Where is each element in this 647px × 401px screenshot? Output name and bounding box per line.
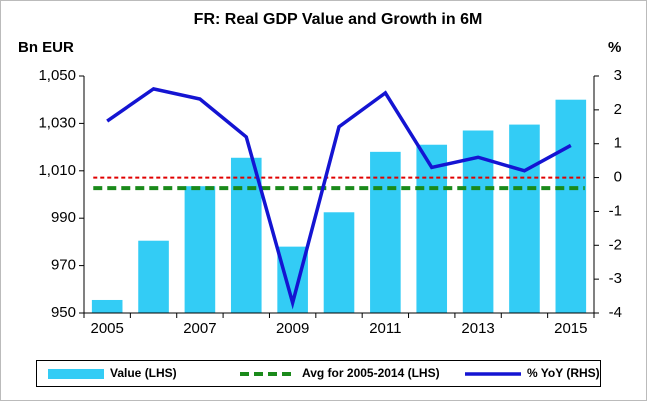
legend-swatch (48, 369, 104, 379)
y2-tick-label: -1 (609, 202, 622, 219)
legend-label: Avg for 2005-2014 (LHS) (302, 366, 440, 380)
bar (91, 299, 123, 313)
y-tick-label: 1,010 (38, 162, 76, 179)
bar (555, 99, 587, 313)
legend-label: Value (LHS) (110, 366, 177, 380)
y2-axis-label: % (608, 39, 621, 56)
y-tick-label: 1,050 (38, 67, 76, 84)
legend-label: % YoY (RHS) (527, 366, 600, 380)
bar (184, 186, 216, 313)
x-tick-label: 2007 (183, 320, 216, 337)
y-tick-label: 970 (51, 257, 76, 274)
y2-tick-label: 0 (614, 169, 622, 186)
y2-tick-label: -4 (609, 304, 622, 321)
y-tick-label: 990 (51, 209, 76, 226)
y2-tick-label: 3 (614, 67, 622, 84)
bar (138, 240, 169, 313)
chart-title: FR: Real GDP Value and Growth in 6M (194, 11, 483, 28)
x-tick-label: 2015 (554, 320, 587, 337)
bar (323, 212, 355, 313)
bar (230, 157, 262, 313)
y2-tick-label: 1 (614, 135, 622, 152)
x-tick-label: 2013 (461, 320, 494, 337)
bar (509, 124, 540, 314)
y2-tick-label: -2 (609, 236, 622, 253)
bar (416, 144, 448, 313)
y-tick-label: 1,030 (38, 114, 76, 131)
x-tick-label: 2009 (276, 320, 309, 337)
y-axis-label: Bn EUR (18, 39, 74, 56)
y2-tick-label: 2 (614, 101, 622, 118)
x-tick-label: 2005 (90, 320, 123, 337)
x-tick-label: 2011 (369, 320, 401, 337)
y-tick-label: 950 (51, 304, 76, 321)
bar (370, 151, 401, 313)
y2-tick-label: -3 (609, 270, 622, 287)
line-series (106, 86, 572, 310)
